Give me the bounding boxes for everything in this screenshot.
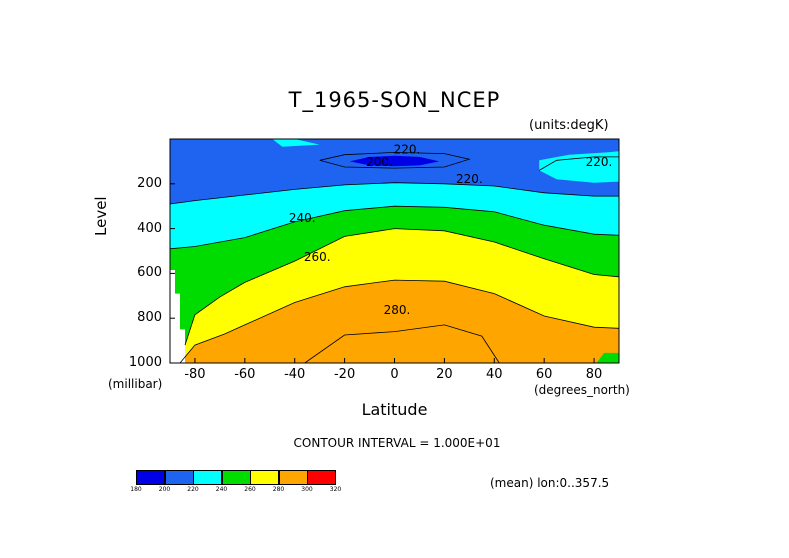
contour-label: 200. bbox=[366, 155, 393, 169]
colorbar-swatch bbox=[136, 470, 165, 485]
contour-220-right bbox=[538, 156, 619, 171]
green-corner-right bbox=[596, 352, 619, 363]
contour-label: 260. bbox=[304, 250, 331, 264]
y-tick-label: 200 bbox=[137, 175, 162, 191]
units-note: (units:degK) bbox=[529, 118, 609, 133]
contour-200-loop bbox=[319, 151, 471, 169]
colorbar-label: 180 bbox=[130, 486, 142, 493]
colorbar-swatch bbox=[221, 470, 251, 485]
contour-label: 220. bbox=[456, 172, 483, 186]
colorbar-swatch bbox=[250, 470, 279, 485]
colorbar-label: 240 bbox=[215, 486, 228, 493]
contour-300 bbox=[304, 324, 500, 364]
contour-280 bbox=[179, 279, 620, 364]
contour-label: 220. bbox=[586, 155, 613, 169]
colorbar-swatch bbox=[164, 470, 194, 485]
axis-ticks bbox=[170, 183, 595, 364]
x-tick-label: -40 bbox=[284, 367, 306, 382]
contour-interval-note: CONTOUR INTERVAL = 1.000E+01 bbox=[293, 436, 501, 450]
contour-label: 240. bbox=[289, 211, 316, 225]
mean-note: (mean) lon:0..357.5 bbox=[490, 476, 610, 490]
contour-lines bbox=[169, 151, 620, 364]
contour-label: 220. bbox=[394, 143, 421, 157]
colorbar-swatch bbox=[278, 470, 308, 485]
band-280-300-inner bbox=[274, 288, 525, 363]
contour-240 bbox=[169, 205, 620, 250]
x-tick-label: 60 bbox=[535, 367, 553, 382]
y-tick-label: 600 bbox=[137, 265, 162, 281]
x-axis-label: Latitude bbox=[361, 400, 428, 419]
colorbar-label: 300 bbox=[301, 486, 313, 493]
colorbar-swatch bbox=[193, 470, 222, 485]
y-tick-label: 1000 bbox=[128, 355, 162, 370]
x-tick-label: 0 bbox=[390, 367, 399, 382]
cyan-patch-right bbox=[539, 151, 619, 183]
contour-220 bbox=[169, 182, 619, 205]
colorbar-label: 320 bbox=[329, 486, 342, 493]
y-axis-unit: (millibar) bbox=[108, 377, 163, 391]
x-tick-label: -80 bbox=[184, 367, 206, 382]
contour-label: 280. bbox=[384, 303, 411, 317]
x-tick-label: -60 bbox=[234, 367, 256, 382]
colorbar-label: 200 bbox=[158, 486, 171, 493]
x-tick-label: 80 bbox=[585, 367, 603, 382]
chart-title: T_1965-SON_NCEP bbox=[288, 88, 501, 112]
colorbar-label: 280 bbox=[272, 486, 285, 493]
x-tick-label: 20 bbox=[436, 367, 453, 382]
band-below-200 bbox=[349, 155, 440, 167]
contour-labels: 220.200.220.220.240.260.280. bbox=[289, 143, 613, 317]
colorbar-swatch bbox=[307, 470, 336, 485]
colorbar-label: 220 bbox=[187, 486, 199, 493]
x-axis-unit: (degrees_north) bbox=[534, 383, 630, 397]
band-200-220 bbox=[170, 139, 619, 204]
cyan-patch-left bbox=[272, 139, 320, 147]
y-tick-label: 800 bbox=[137, 310, 162, 326]
colorbar-label: 260 bbox=[244, 486, 256, 493]
plot-area bbox=[170, 139, 619, 363]
y-axis-label: Level bbox=[92, 196, 110, 236]
x-tick-label: -20 bbox=[333, 367, 356, 382]
contour-260 bbox=[184, 228, 620, 346]
y-tick-label: 400 bbox=[137, 220, 162, 236]
blank-lower-left bbox=[170, 270, 185, 363]
x-tick-label: 40 bbox=[485, 367, 503, 382]
